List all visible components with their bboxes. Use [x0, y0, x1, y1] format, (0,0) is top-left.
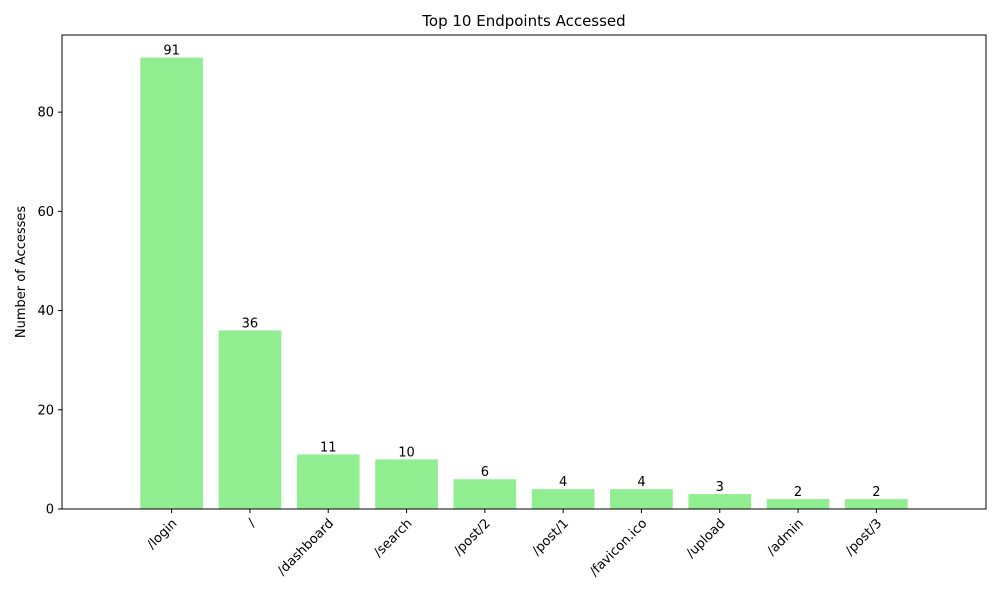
bar [531, 489, 595, 509]
bar [140, 57, 203, 509]
bar [845, 499, 908, 509]
y-tick-label: 20 [37, 403, 54, 418]
bar-value-label: 2 [794, 485, 802, 500]
bar-value-label: 11 [320, 440, 337, 455]
x-tick-label: /post/1 [529, 516, 572, 559]
bar-value-label: 6 [481, 465, 489, 480]
bar [610, 489, 673, 509]
bar [218, 330, 282, 509]
x-tick-label: /login [144, 516, 180, 552]
y-tick-label: 0 [46, 503, 54, 518]
bar-value-label: 3 [716, 480, 724, 495]
bar [688, 494, 752, 509]
y-axis-label: Number of Accesses [14, 206, 29, 339]
y-axis-ticks: 0 20 40 60 80 [37, 106, 62, 518]
bar-value-label: 4 [559, 475, 567, 490]
bar [296, 454, 360, 509]
y-tick-label: 40 [37, 304, 54, 319]
bar [375, 459, 438, 509]
x-axis-ticks: /login / /dashboard/search/post/2/post/1/f… [144, 509, 885, 579]
x-tick-label: /admin [764, 516, 807, 559]
bar [453, 479, 517, 509]
x-tick-label: /upload [684, 516, 729, 561]
bar-value-label: 4 [637, 475, 645, 490]
y-tick-label: 80 [37, 106, 54, 121]
plot-frame [61, 34, 987, 510]
x-tick-label: / [245, 516, 259, 530]
x-tick-label: /post/2 [451, 516, 494, 559]
bar-value-label: 2 [872, 485, 880, 500]
bar [766, 499, 830, 509]
chart-title: Top 10 Endpoints Accessed [421, 12, 625, 30]
bar-value-label: 10 [398, 445, 415, 460]
bar-value-label: 36 [242, 316, 259, 331]
y-tick-label: 60 [37, 205, 54, 220]
x-tick-label: /dashboard [275, 516, 337, 578]
x-tick-label: /favicon.ico [587, 516, 650, 579]
x-tick-label: /post/3 [843, 516, 886, 559]
x-tick-label: /search [371, 516, 415, 560]
bars-group: 91 36 11 10 6 4 4 3 2 2 [140, 44, 908, 509]
bar-value-label: 91 [163, 44, 180, 59]
